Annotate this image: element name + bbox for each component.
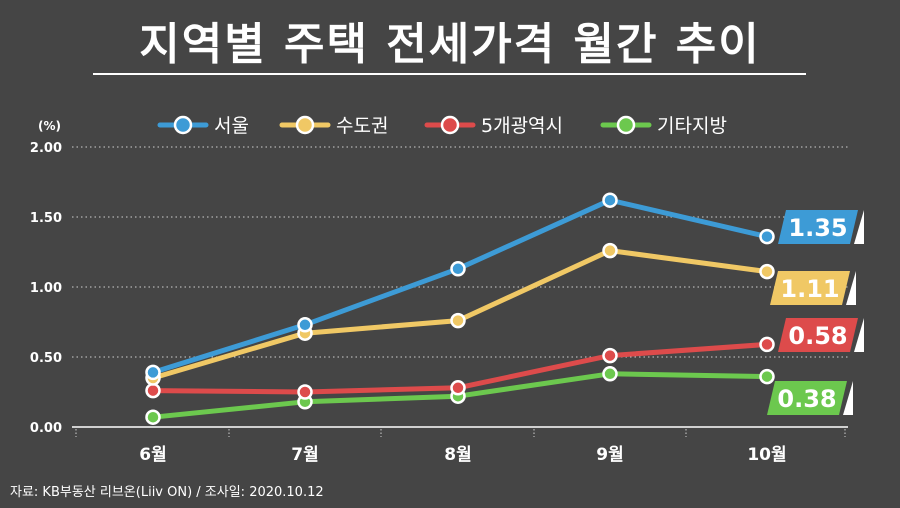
source-note: 자료: KB부동산 리브온(Liiv ON) / 조사일: 2020.10.12 (10, 485, 324, 500)
end-label-box (767, 381, 847, 415)
end-value-label: 0.38 (777, 385, 836, 413)
y-tick-label: 0.00 (30, 421, 62, 436)
data-point (759, 368, 775, 385)
y-tick-label: 1.50 (30, 211, 62, 226)
legend-label: 5개광역시 (481, 115, 563, 137)
data-point (602, 347, 618, 364)
x-tick-label: 9월 (596, 445, 623, 465)
end-label-wedge (854, 210, 864, 244)
x-tick-label: 10월 (747, 445, 786, 465)
data-point (602, 366, 618, 382)
chart-title: 지역별 주택 전세가격 월간 추이 (139, 19, 761, 70)
legend-marker (616, 115, 636, 135)
legend-label: 서울 (214, 115, 249, 137)
legend-marker (295, 115, 315, 135)
legend-label: 수도권 (336, 115, 388, 137)
series-line (150, 197, 770, 375)
legend-marker (440, 115, 460, 135)
y-tick-label: 2.00 (30, 141, 62, 156)
end-label-wedge (846, 271, 856, 305)
data-point (297, 317, 313, 333)
legend-label: 기타지방 (657, 115, 727, 137)
data-point (450, 261, 466, 277)
data-point (602, 242, 618, 259)
end-label-wedge (843, 381, 853, 415)
y-tick-label: 0.50 (30, 351, 62, 366)
x-tick-label: 8월 (444, 445, 471, 465)
data-point (759, 228, 775, 245)
title-underline (93, 73, 806, 75)
end-label-box (770, 271, 850, 305)
end-label-wedge (854, 318, 864, 352)
end-value-label: 1.11 (780, 275, 839, 303)
data-point (450, 380, 466, 396)
y-axis-unit: (%) (38, 119, 61, 133)
end-value-label: 0.58 (788, 322, 847, 350)
y-tick-label: 1.00 (30, 281, 62, 296)
data-point (450, 312, 466, 329)
x-tick-label: 6월 (139, 445, 166, 465)
data-point (145, 382, 161, 399)
end-label-box (778, 318, 858, 352)
data-point (145, 364, 161, 381)
data-point (759, 336, 775, 353)
data-point (145, 409, 161, 425)
end-label-box (778, 210, 858, 244)
x-tick-label: 7월 (291, 445, 318, 465)
end-value-label: 1.35 (788, 214, 847, 242)
data-point (297, 384, 313, 400)
data-point (602, 192, 618, 208)
data-point (759, 263, 775, 280)
legend-marker (173, 115, 193, 135)
